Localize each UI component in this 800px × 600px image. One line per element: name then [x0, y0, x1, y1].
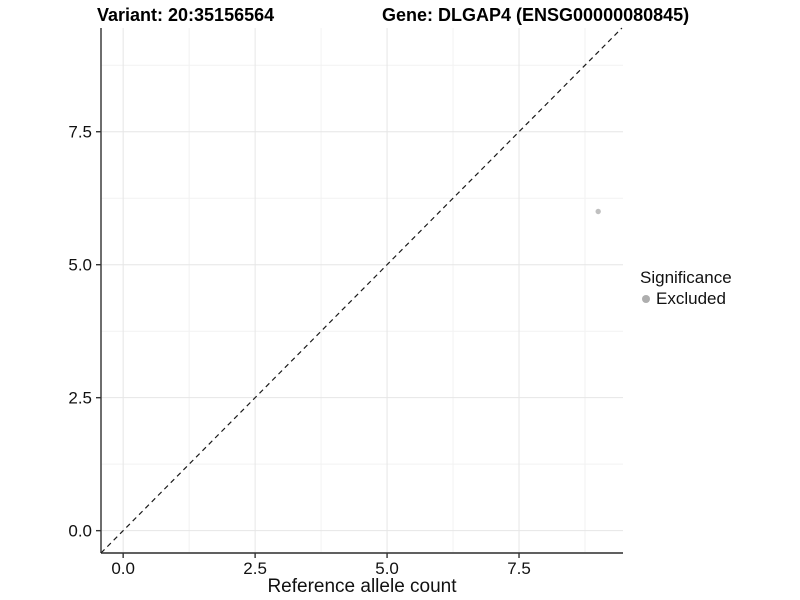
identity-reference-line [100, 27, 623, 554]
x-tick-label: 0.0 [111, 559, 135, 578]
y-tick-label: 2.5 [68, 389, 92, 408]
excluded-point-icon [642, 294, 650, 303]
tick-marks [96, 131, 520, 558]
major-gridlines [101, 28, 623, 553]
x-axis-title: Reference allele count [267, 576, 457, 597]
minor-gridlines [101, 28, 623, 553]
identity-line [100, 27, 623, 554]
legend-item-excluded: Excluded [640, 288, 732, 309]
x-tick-label: 2.5 [243, 559, 267, 578]
x-tick-label: 5.0 [375, 559, 399, 578]
data-points [595, 208, 601, 215]
y-tick-label: 5.0 [68, 256, 92, 275]
y-tick-label: 0.0 [68, 522, 92, 541]
tick-labels: 0.0 2.5 5.0 7.5 0.0 2.5 5.0 7.5 [68, 123, 530, 578]
legend: Significance Excluded [640, 267, 732, 309]
data-point [595, 208, 601, 215]
legend-item-label: Excluded [656, 289, 726, 308]
x-tick-label: 7.5 [507, 559, 531, 578]
variant-title: Variant: 20:35156564 [97, 5, 275, 25]
legend-title: Significance [640, 268, 732, 287]
axis-lines [100, 28, 623, 554]
gene-title: Gene: DLGAP4 (ENSG00000080845) [382, 5, 690, 25]
y-tick-label: 7.5 [68, 123, 92, 142]
